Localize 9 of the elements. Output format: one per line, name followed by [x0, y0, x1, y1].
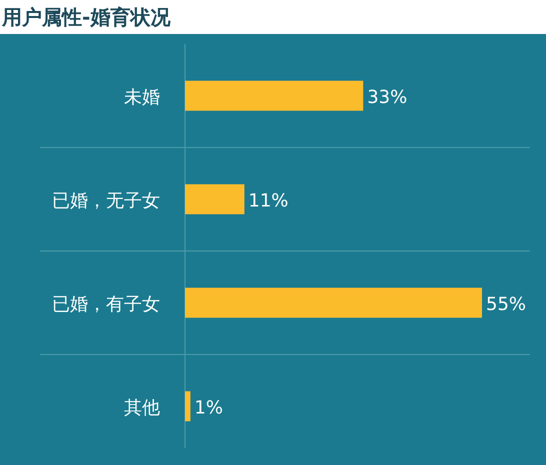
title: 用户属性-婚育状况: [2, 5, 170, 29]
category-label: 未婚: [124, 86, 160, 108]
data-label: 55%: [486, 294, 526, 315]
category-label: 已婚，有子女: [52, 294, 160, 315]
data-label: 33%: [367, 86, 408, 108]
category-label: 已婚，无子女: [52, 190, 160, 212]
category-label: 其他: [124, 397, 160, 418]
data-label: 1%: [194, 397, 223, 418]
data-label: 11%: [248, 190, 288, 212]
